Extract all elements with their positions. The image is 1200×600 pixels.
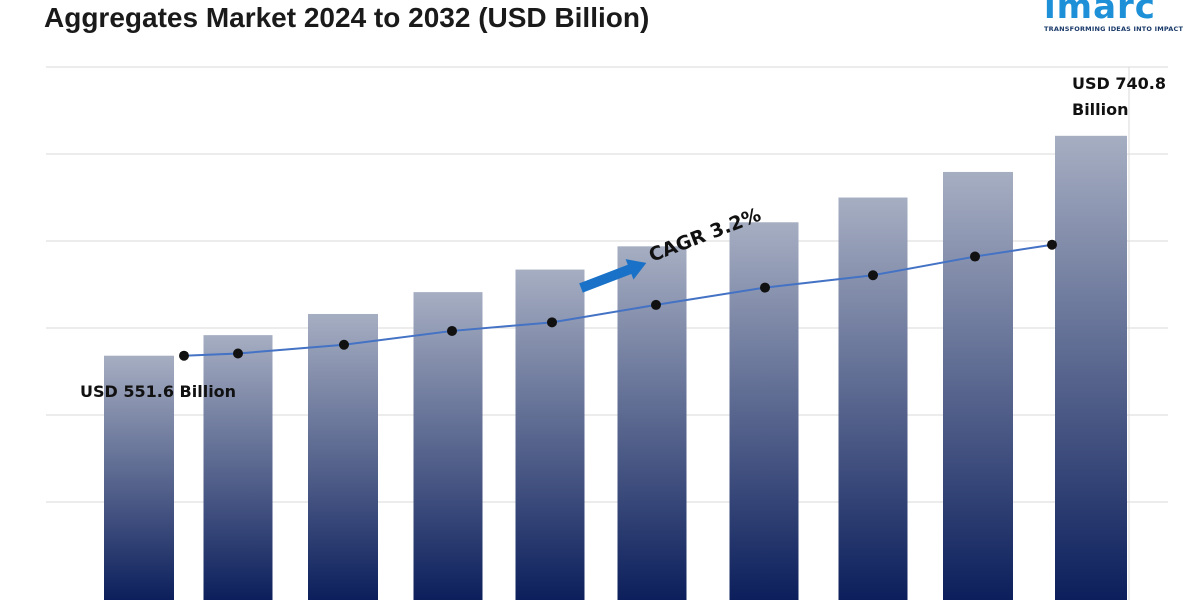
bar-2027 bbox=[413, 292, 483, 600]
trend-point-2033 bbox=[1047, 239, 1057, 250]
trend-line-series bbox=[179, 239, 1057, 361]
trend-line bbox=[183, 243, 1053, 357]
bar-2033 bbox=[1055, 135, 1127, 600]
bar-2030 bbox=[729, 222, 799, 600]
logo-wordmark: imarc bbox=[1044, 0, 1156, 27]
chart-title: Aggregates Market 2024 to 2032 (USD Bill… bbox=[44, 2, 650, 33]
bar-2031 bbox=[838, 197, 908, 600]
trend-point-2028 bbox=[547, 317, 557, 328]
trend-point-2025 bbox=[233, 348, 243, 359]
imarc-logo: imarc TRANSFORMING IDEAS INTO IMPACT bbox=[1040, 0, 1184, 40]
start-value-label: USD 551.6 Billion bbox=[80, 382, 236, 401]
bar-2026 bbox=[308, 313, 378, 600]
trend-point-2029 bbox=[651, 299, 661, 310]
bar-2029 bbox=[617, 246, 687, 600]
trend-point-2024 bbox=[179, 350, 189, 361]
trend-point-2026 bbox=[339, 339, 349, 350]
end-value-label-line1: USD 740.8 bbox=[1072, 74, 1166, 93]
end-value-label-line2: Billion bbox=[1072, 100, 1129, 119]
trend-point-2030 bbox=[760, 282, 770, 293]
trend-point-2031 bbox=[868, 270, 878, 281]
trend-point-2032 bbox=[970, 251, 980, 262]
trend-point-2027 bbox=[447, 325, 457, 336]
cagr-arrow bbox=[579, 259, 647, 293]
bars bbox=[104, 135, 1127, 600]
bar-2025 bbox=[203, 335, 273, 600]
bar-2032 bbox=[943, 171, 1013, 600]
arrow-right-icon bbox=[579, 259, 647, 293]
bar-2024 bbox=[104, 355, 174, 600]
logo-tagline: TRANSFORMING IDEAS INTO IMPACT bbox=[1044, 25, 1184, 33]
